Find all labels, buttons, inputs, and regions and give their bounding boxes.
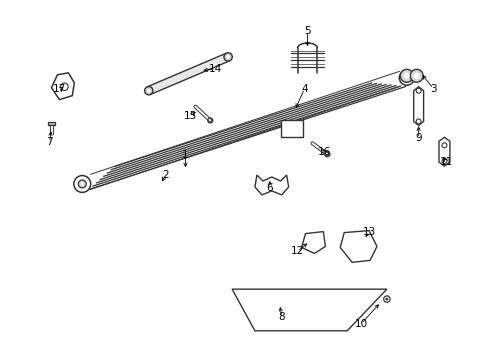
- Circle shape: [78, 180, 86, 188]
- Text: 10: 10: [354, 319, 367, 329]
- Text: 5: 5: [304, 26, 310, 36]
- Text: 12: 12: [290, 247, 304, 256]
- Polygon shape: [51, 73, 74, 100]
- Text: 16: 16: [317, 147, 330, 157]
- Bar: [48, 122, 55, 125]
- Circle shape: [403, 73, 409, 79]
- Circle shape: [399, 70, 413, 85]
- Text: 11: 11: [439, 157, 452, 167]
- Circle shape: [385, 298, 387, 301]
- Text: 7: 7: [46, 137, 53, 147]
- Polygon shape: [438, 137, 449, 166]
- Circle shape: [413, 73, 419, 79]
- Text: 9: 9: [414, 133, 421, 143]
- Circle shape: [403, 74, 409, 81]
- Circle shape: [224, 53, 232, 61]
- Circle shape: [225, 55, 230, 59]
- Circle shape: [383, 296, 389, 302]
- Text: 8: 8: [278, 312, 285, 322]
- Polygon shape: [254, 175, 288, 195]
- Circle shape: [400, 69, 412, 82]
- Polygon shape: [301, 231, 325, 253]
- Text: 14: 14: [208, 64, 222, 74]
- Text: 6: 6: [266, 183, 273, 193]
- Bar: [280, 120, 302, 137]
- Text: 1: 1: [182, 150, 188, 160]
- Circle shape: [74, 176, 90, 192]
- Text: 13: 13: [362, 226, 375, 237]
- Circle shape: [144, 86, 153, 95]
- Text: 2: 2: [162, 170, 168, 180]
- Circle shape: [81, 182, 84, 186]
- Circle shape: [409, 69, 422, 82]
- Text: 4: 4: [301, 84, 307, 94]
- Polygon shape: [413, 87, 423, 125]
- Circle shape: [405, 76, 407, 80]
- Polygon shape: [147, 53, 229, 95]
- Text: 3: 3: [429, 84, 436, 94]
- Text: 15: 15: [183, 111, 197, 121]
- Polygon shape: [340, 231, 376, 262]
- Text: 17: 17: [53, 84, 66, 94]
- Circle shape: [146, 89, 150, 93]
